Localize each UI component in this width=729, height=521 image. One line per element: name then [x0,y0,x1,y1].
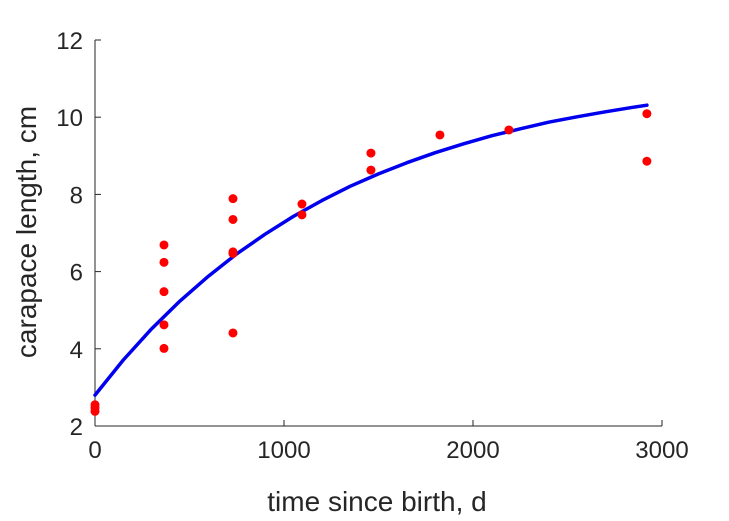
data-point [366,165,376,175]
y-tick-label: 4 [70,337,83,364]
data-point [159,320,169,330]
scatter-points-layer [90,109,652,416]
data-point [159,343,169,353]
y-tick-label: 10 [56,105,83,132]
axes [94,39,663,427]
data-point [642,156,652,166]
x-axis-label: time since birth, d [267,486,486,517]
y-axis-label: carapace length, cm [11,106,42,358]
y-tick-labels: 2 4 6 8 10 12 [56,28,83,441]
x-tick-label: 0 [88,437,101,464]
data-point [90,400,100,410]
fit-curve-layer [93,103,649,397]
data-point [159,257,169,267]
data-point [228,247,238,257]
y-tick-label: 8 [70,182,83,209]
data-point [228,214,238,224]
data-point [435,130,445,140]
data-point [228,194,238,204]
data-point [228,328,238,338]
x-tick-label: 2000 [446,437,499,464]
data-point [504,125,514,135]
x-tick-labels: 0 1000 2000 3000 [88,437,688,464]
data-point [297,210,307,220]
x-tick-label: 1000 [257,437,310,464]
fit-curve-line [93,103,649,397]
data-point [642,109,652,119]
data-point [366,148,376,158]
y-tick-label: 2 [70,414,83,441]
data-point [159,240,169,250]
y-tick-label: 12 [56,28,83,55]
data-point [297,199,307,209]
x-tick-label: 3000 [635,437,688,464]
y-tick-label: 6 [70,260,83,287]
data-point [159,287,169,297]
